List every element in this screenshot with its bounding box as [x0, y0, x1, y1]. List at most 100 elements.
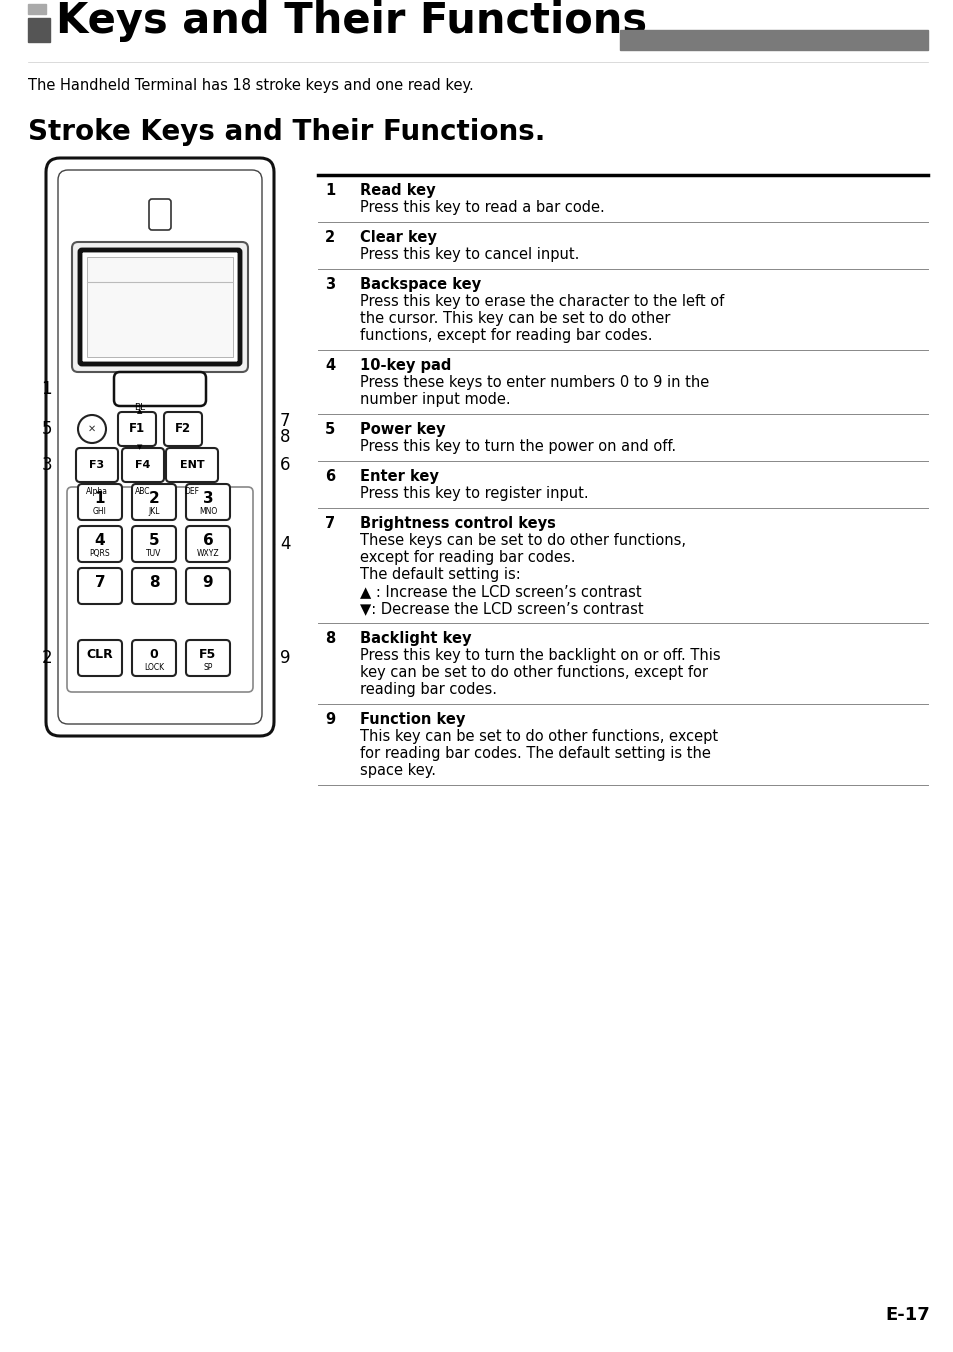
FancyBboxPatch shape — [76, 448, 118, 483]
FancyBboxPatch shape — [78, 526, 122, 562]
Text: 4: 4 — [280, 535, 291, 553]
Text: This key can be set to do other functions, except: This key can be set to do other function… — [359, 729, 718, 744]
Text: 1: 1 — [41, 380, 52, 397]
FancyBboxPatch shape — [132, 484, 175, 521]
FancyBboxPatch shape — [118, 412, 156, 446]
Text: 9: 9 — [325, 713, 335, 727]
Text: for reading bar codes. The default setting is the: for reading bar codes. The default setti… — [359, 746, 710, 761]
Text: MNO: MNO — [198, 507, 217, 516]
Text: 10-key pad: 10-key pad — [359, 358, 451, 373]
Text: Press this key to erase the character to the left of: Press this key to erase the character to… — [359, 293, 723, 310]
Text: ABC: ABC — [135, 487, 151, 496]
FancyBboxPatch shape — [149, 199, 171, 230]
Text: ▲: ▲ — [137, 408, 143, 414]
Text: 7: 7 — [325, 516, 335, 531]
Text: 4: 4 — [94, 534, 105, 549]
Text: TUV: TUV — [146, 549, 161, 558]
Text: 6: 6 — [202, 534, 213, 549]
Text: F4: F4 — [135, 460, 151, 470]
FancyBboxPatch shape — [132, 568, 175, 604]
Text: CLR: CLR — [87, 649, 113, 661]
Text: 2: 2 — [325, 230, 335, 245]
Text: 2: 2 — [149, 492, 159, 507]
Text: Clear key: Clear key — [359, 230, 436, 245]
FancyBboxPatch shape — [80, 250, 240, 364]
Text: Power key: Power key — [359, 422, 445, 437]
Text: GHI: GHI — [93, 507, 107, 516]
Text: except for reading bar codes.: except for reading bar codes. — [359, 550, 575, 565]
Text: 9: 9 — [280, 649, 291, 667]
Circle shape — [78, 415, 106, 443]
Text: These keys can be set to do other functions,: These keys can be set to do other functi… — [359, 533, 685, 548]
Text: JKL: JKL — [148, 507, 159, 516]
Text: Press these keys to enter numbers 0 to 9 in the: Press these keys to enter numbers 0 to 9… — [359, 375, 708, 389]
Text: Enter key: Enter key — [359, 469, 438, 484]
Text: Backspace key: Backspace key — [359, 277, 480, 292]
Text: E-17: E-17 — [884, 1306, 929, 1324]
Bar — [28, 4, 46, 14]
Text: ▼: Decrease the LCD screen’s contrast: ▼: Decrease the LCD screen’s contrast — [359, 602, 643, 617]
Bar — [87, 257, 233, 357]
Text: WXYZ: WXYZ — [196, 549, 219, 558]
Text: LOCK: LOCK — [144, 664, 164, 672]
Text: functions, except for reading bar codes.: functions, except for reading bar codes. — [359, 329, 652, 343]
Text: ENT: ENT — [179, 460, 204, 470]
Text: Backlight key: Backlight key — [359, 631, 471, 646]
Text: DEF: DEF — [184, 487, 199, 496]
Text: 5: 5 — [149, 534, 159, 549]
FancyBboxPatch shape — [46, 158, 274, 735]
Text: 8: 8 — [325, 631, 335, 646]
Text: 4: 4 — [325, 358, 335, 373]
FancyBboxPatch shape — [119, 389, 201, 406]
FancyBboxPatch shape — [78, 639, 122, 676]
FancyBboxPatch shape — [71, 242, 248, 372]
FancyBboxPatch shape — [67, 487, 253, 692]
Text: The default setting is:: The default setting is: — [359, 566, 520, 581]
Text: key can be set to do other functions, except for: key can be set to do other functions, ex… — [359, 665, 707, 680]
Text: number input mode.: number input mode. — [359, 392, 510, 407]
Text: Brightness control keys: Brightness control keys — [359, 516, 556, 531]
FancyBboxPatch shape — [166, 448, 218, 483]
Text: 6: 6 — [325, 469, 335, 484]
Text: 5: 5 — [325, 422, 335, 437]
Text: The Handheld Terminal has 18 stroke keys and one read key.: The Handheld Terminal has 18 stroke keys… — [28, 78, 474, 93]
FancyBboxPatch shape — [186, 639, 230, 676]
Text: Function key: Function key — [359, 713, 465, 727]
Text: ▲ : Increase the LCD screen’s contrast: ▲ : Increase the LCD screen’s contrast — [359, 584, 641, 599]
Text: Keys and Their Functions: Keys and Their Functions — [56, 0, 646, 42]
Text: 8: 8 — [149, 576, 159, 591]
Text: Alpha: Alpha — [86, 487, 108, 496]
Text: ▼: ▼ — [137, 443, 143, 450]
Text: 2: 2 — [41, 649, 52, 667]
Text: reading bar codes.: reading bar codes. — [359, 681, 497, 698]
Text: 3: 3 — [202, 492, 213, 507]
Text: 3: 3 — [41, 456, 52, 475]
Text: space key.: space key. — [359, 763, 436, 777]
FancyBboxPatch shape — [78, 568, 122, 604]
FancyBboxPatch shape — [186, 484, 230, 521]
Text: ✕: ✕ — [88, 425, 96, 434]
Bar — [619, 30, 927, 50]
FancyBboxPatch shape — [122, 448, 164, 483]
Text: 5: 5 — [42, 420, 52, 438]
FancyBboxPatch shape — [113, 372, 206, 406]
Text: PQRS: PQRS — [90, 549, 111, 558]
Text: 9: 9 — [202, 576, 213, 591]
Text: Press this key to register input.: Press this key to register input. — [359, 485, 588, 502]
Text: BL: BL — [134, 403, 146, 412]
Text: 1: 1 — [325, 183, 335, 197]
FancyBboxPatch shape — [78, 484, 122, 521]
Text: 1: 1 — [94, 492, 105, 507]
Text: 3: 3 — [325, 277, 335, 292]
Text: Stroke Keys and Their Functions.: Stroke Keys and Their Functions. — [28, 118, 545, 146]
Text: 8: 8 — [280, 429, 291, 446]
Text: Press this key to cancel input.: Press this key to cancel input. — [359, 247, 578, 262]
FancyBboxPatch shape — [186, 568, 230, 604]
Text: 6: 6 — [280, 456, 291, 475]
Bar — [28, 18, 50, 42]
Text: 0: 0 — [150, 649, 158, 661]
FancyBboxPatch shape — [132, 526, 175, 562]
Text: F5: F5 — [199, 649, 216, 661]
Text: 7: 7 — [94, 576, 105, 591]
Text: Press this key to turn the power on and off.: Press this key to turn the power on and … — [359, 439, 676, 454]
